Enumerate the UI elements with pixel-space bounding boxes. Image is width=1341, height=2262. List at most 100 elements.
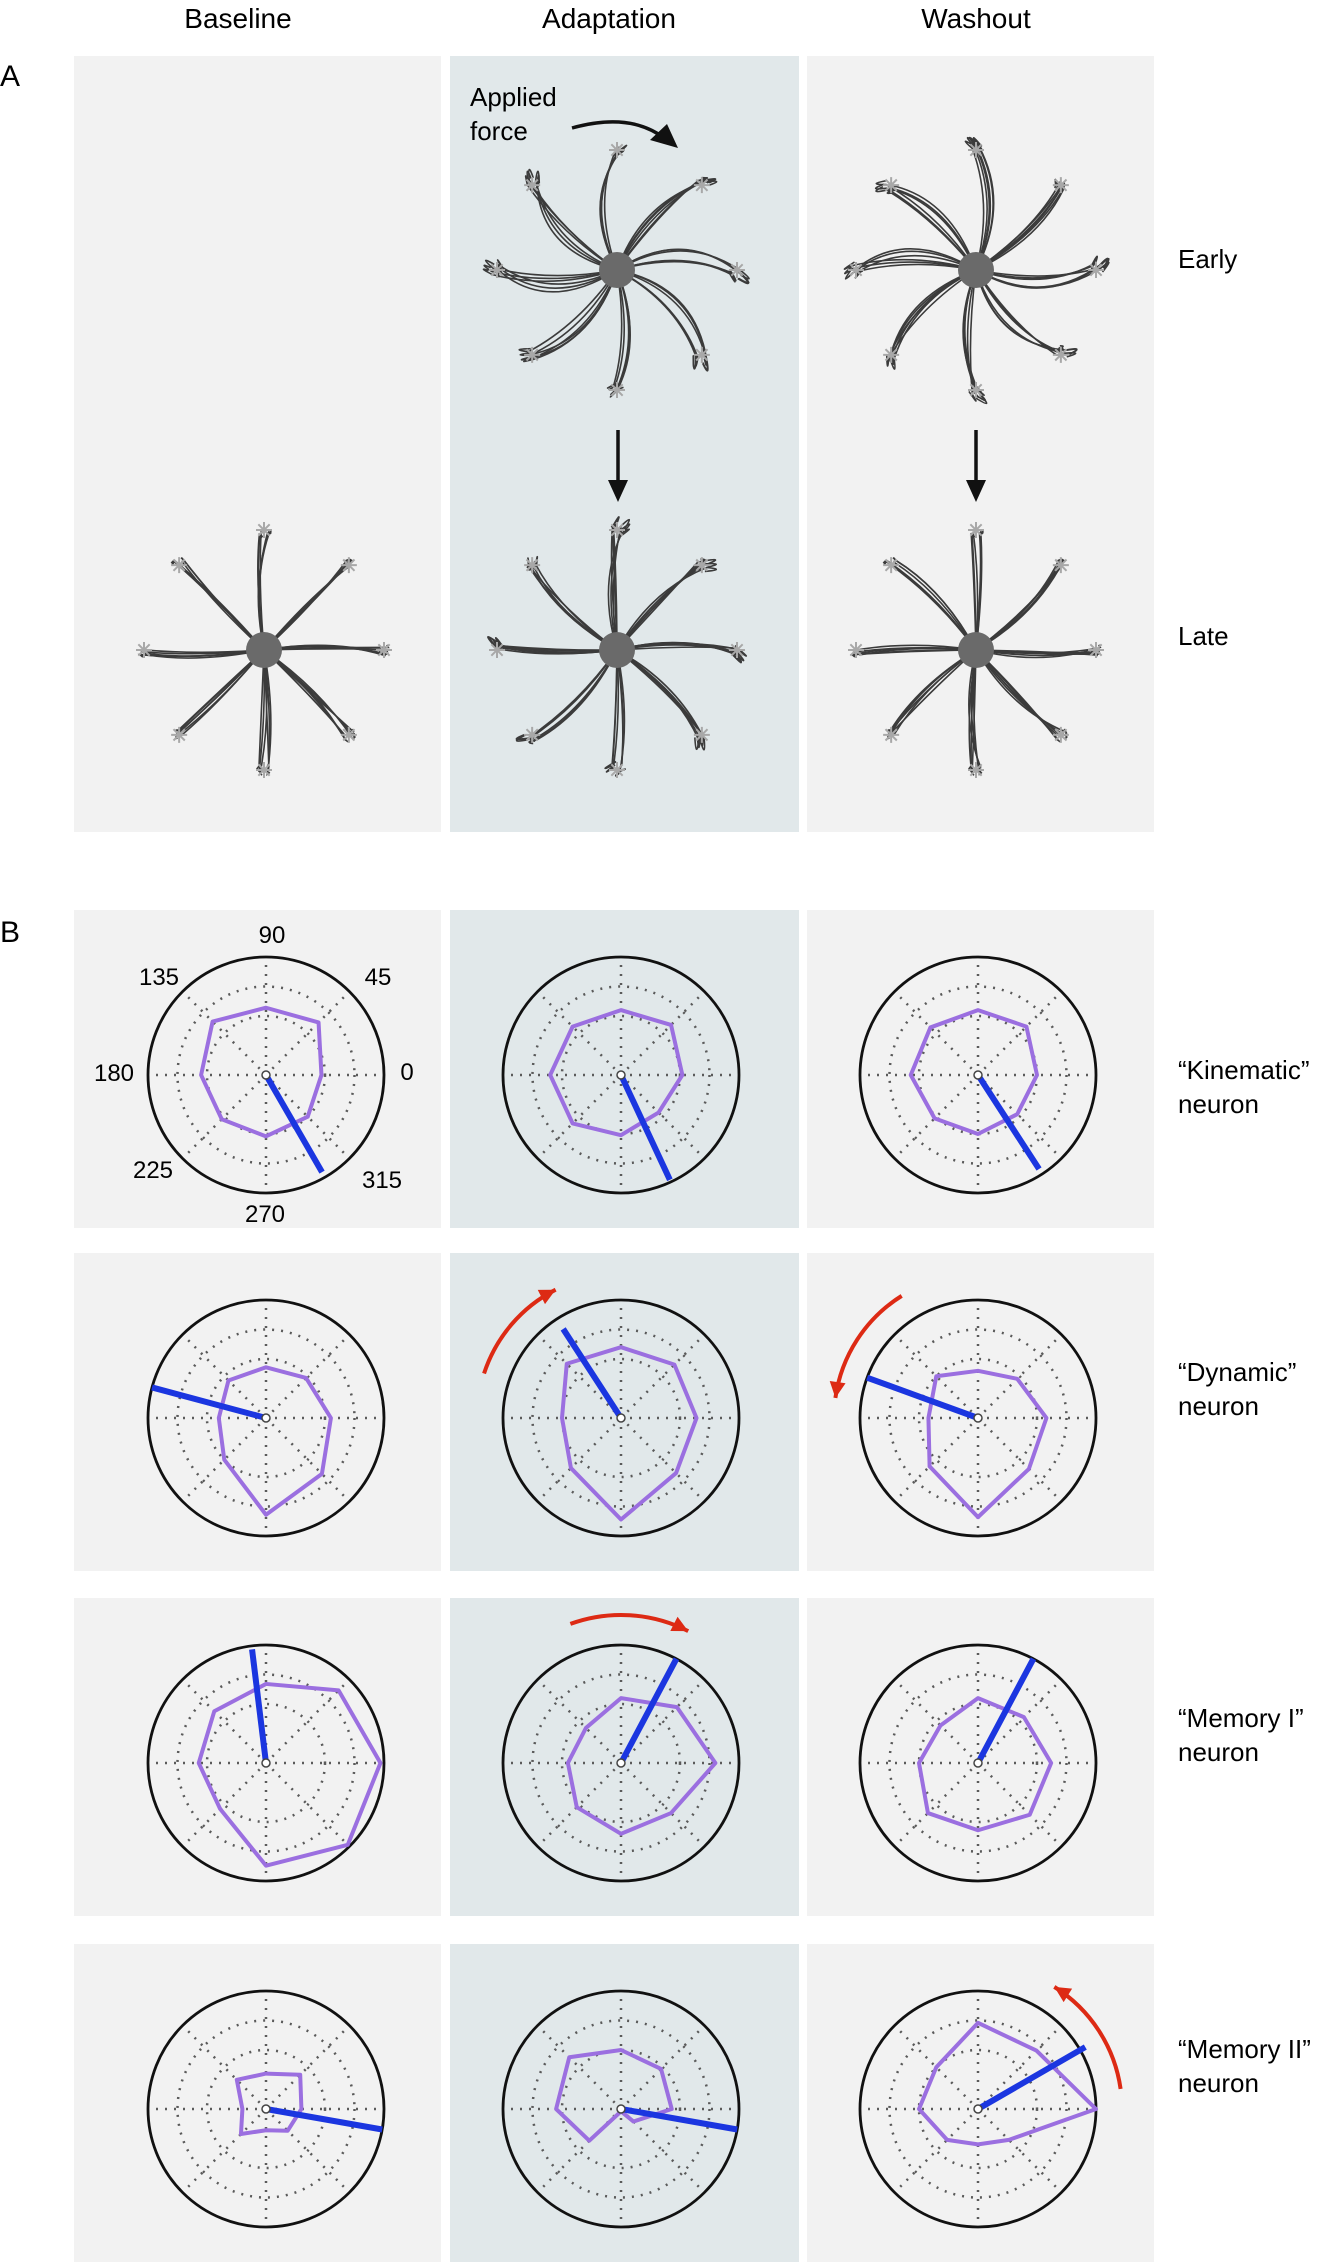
target-star-icon [1052,177,1069,194]
polar-grid-spoke [181,2024,267,2110]
center-out-reach [136,522,392,778]
preferred-direction-line [249,1649,269,1764]
center-target [958,252,994,288]
polar-grid-spoke [893,2108,979,2194]
target-star-icon [883,726,900,743]
neuron-label-memory2-line1: “Memory II” [1178,2034,1311,2064]
trajectory-path [515,649,618,741]
polar-grid-spoke [893,1333,979,1419]
polar-origin [973,2104,983,2114]
neuron-label-kinematic-line1: “Kinematic” [1178,1055,1309,1085]
target-star-icon [968,762,984,778]
polar-plot [858,1643,1098,1883]
polar-grid-spoke [536,2024,622,2110]
trajectory-path [975,262,1096,277]
tick-label-90: 90 [259,922,286,949]
preferred-direction-line [976,2044,1087,2112]
polar-panel-bg [74,1253,441,1571]
trajectory-path [526,170,618,271]
row-label-late: Late [1178,621,1229,651]
trajectory-path [519,269,618,357]
polar-origin [973,1413,983,1423]
polar-panel-bg [74,1598,441,1916]
center-out-reach [848,522,1104,778]
polar-grid-spoke [893,1678,979,1764]
target-star-icon [968,382,984,398]
target-star-icon [693,557,710,574]
polar-grid-ring [531,2019,711,2199]
polar-grid-spoke [181,990,267,1076]
polar-grid-ring [560,1357,682,1479]
polar-grid-spoke [620,990,706,1076]
polar-grid-spoke [265,990,351,1076]
down-arrow-icon [966,430,986,502]
trajectory-path [518,269,618,353]
center-out-reach [482,142,750,398]
polar-grid-ring [888,1673,1068,1853]
column-title-baseline: Baseline [184,3,291,34]
target-star-icon [1052,346,1069,363]
polar-outer-circle [146,1643,386,1883]
trajectory-path [529,649,618,743]
target-star-icon [489,262,505,278]
target-star-icon [883,557,900,574]
trajectory-path [975,182,1060,271]
target-star-icon [489,642,505,658]
rotation-arrow-icon [482,1287,557,1375]
target-star-icon [609,382,625,398]
trajectory-path [616,248,749,285]
tuning-curve [560,1345,699,1522]
polar-outer-circle [501,955,741,1195]
tuning-curve [926,1368,1049,1520]
tick-label-135: 135 [139,964,179,991]
preferred-direction-line [975,1657,1037,1765]
polar-origin [261,1758,271,1768]
target-star-icon [693,177,710,194]
column-title-adaptation: Adaptation [542,3,676,34]
tuning-curve [565,1696,718,1836]
center-target [599,252,635,288]
trajectory-path [534,179,618,271]
polar-origin [616,1413,626,1423]
polar-grid-spoke [893,1417,979,1503]
rotation-arrow-icon [569,1613,690,1633]
target-star-icon [848,262,864,278]
polar-outer-circle [858,955,1098,1195]
rotation-arrow-icon [1053,1985,1123,2090]
polar-origin [973,1070,983,1080]
tuning-curve [908,1008,1039,1136]
tuning-curve [199,1005,324,1139]
polar-panel-bg [450,910,799,1228]
tick-label-45: 45 [365,964,392,991]
trajectory-path [606,269,623,389]
neuron-label-memory1-line1: “Memory I” [1178,1703,1304,1733]
polar-grid-spoke [536,1417,622,1503]
rotation-arrow-head [670,1616,689,1632]
panel-b-label: B [0,916,20,949]
polar-origin [616,1070,626,1080]
center-target [958,632,994,668]
trajectory-path [874,183,977,271]
polar-panel-bg [450,1944,799,2262]
polar-plot [146,1298,386,1538]
polar-grid-ring [560,2048,682,2170]
neuron-label-memory1-line2: neuron [1178,1737,1259,1767]
preferred-direction-line [560,1327,624,1420]
polar-grid-spoke [977,1678,1063,1764]
target-star-icon [1052,557,1069,574]
target-star-icon [693,346,710,363]
trajectory-path [534,555,618,651]
polar-origin [261,1413,271,1423]
tick-label-0: 0 [400,1059,413,1086]
polar-plot [829,1294,1098,1538]
trajectory-path [529,649,618,745]
trajectory-path [605,649,620,773]
rotation-arrow-head [1054,1986,1073,2003]
polar-grid-ring [888,1328,1068,1508]
neuron-label-dynamic-line1: “Dynamic” [1178,1357,1296,1387]
polar-plot-group [146,955,1123,2229]
trajectory-path [887,188,977,271]
polar-outer-circle [146,1298,386,1538]
polar-grid-spoke [265,1762,351,1848]
trajectory-path [612,516,620,651]
